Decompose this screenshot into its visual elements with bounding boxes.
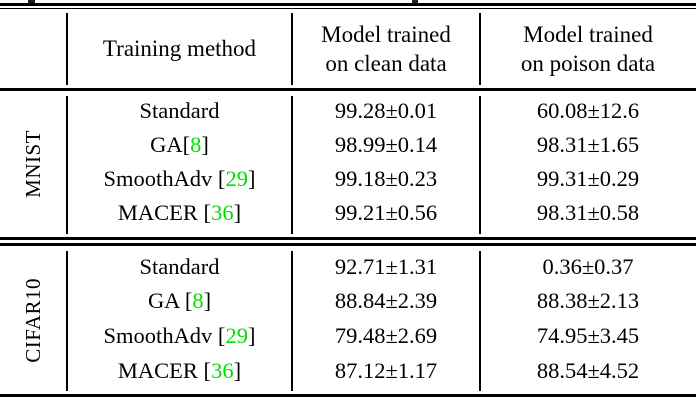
column-divider: [479, 13, 481, 85]
header-bottom-rule: [0, 88, 696, 92]
method-cell: Standard: [67, 97, 292, 125]
column-divider: [66, 13, 68, 85]
method-label: GA[: [150, 132, 191, 158]
clean-accuracy-cell: 99.18±0.23: [334, 166, 438, 192]
method-cell: MACER [36]: [67, 357, 292, 385]
table-row: SmoothAdv [29] 99.18±0.23 99.31±0.29: [67, 165, 696, 193]
method-label: ]: [233, 357, 242, 383]
clean-accuracy-cell: 87.12±1.17: [334, 357, 438, 383]
poison-accuracy-cell: 74.95±3.45: [536, 323, 640, 348]
bottom-rule: [0, 394, 696, 398]
table-header: Training method Model trained on clean d…: [0, 9, 696, 88]
poison-accuracy-cell: 98.31±1.65: [536, 132, 640, 158]
header-poison-data: Model trained on poison data: [480, 9, 696, 88]
method-label: ]: [247, 323, 256, 348]
clean-accuracy-cell: 88.84±2.39: [334, 288, 438, 314]
poison-accuracy-cell: 98.31±0.58: [536, 200, 640, 226]
table-row: MACER [36] 87.12±1.17 88.54±4.52: [67, 357, 696, 385]
group-divider-rule: [0, 243, 696, 246]
method-label: SmoothAdv [: [103, 323, 226, 348]
citation-link[interactable]: 29: [225, 166, 248, 192]
header-training-method: Training method: [67, 9, 292, 88]
column-divider: [66, 250, 68, 391]
header-label-line: Model trained: [523, 21, 653, 47]
citation-link[interactable]: 36: [211, 357, 234, 383]
header-clean-data: Model trained on clean data: [292, 9, 480, 88]
column-divider: [66, 95, 68, 234]
table-row: GA[8] 98.99±0.14 98.31±1.65: [67, 131, 696, 159]
column-divider: [479, 95, 481, 234]
citation-link[interactable]: 36: [211, 200, 234, 226]
clean-accuracy-cell: 98.99±0.14: [334, 132, 438, 158]
clean-accuracy-cell: 99.21±0.56: [334, 200, 438, 226]
header-label-line: Model trained: [321, 21, 451, 47]
method-cell: GA[8]: [67, 131, 292, 159]
column-divider: [479, 250, 481, 391]
table-row: Standard 99.28±0.01 60.08±12.6: [67, 97, 696, 125]
method-label: ]: [247, 166, 256, 192]
method-label: GA [: [147, 288, 193, 314]
mnist-group: MNIST Standard 99.28±0.01 60.08±12.6 GA[…: [0, 92, 696, 237]
method-label: ]: [233, 200, 242, 226]
caption-remnant: [412, 0, 418, 3]
row-group-label-wrap: MNIST: [0, 92, 66, 237]
column-divider: [291, 95, 293, 234]
top-rule-second: [0, 7, 696, 10]
column-divider: [291, 250, 293, 391]
poison-accuracy-cell: 0.36±0.37: [542, 253, 634, 279]
table-row: SmoothAdv [29] 79.48±2.69 74.95±3.45: [67, 322, 696, 350]
poison-accuracy-cell: 99.31±0.29: [536, 166, 640, 192]
caption-remnant: [28, 0, 35, 3]
table-row: Standard 92.71±1.31 0.36±0.37: [67, 253, 696, 281]
method-label: ]: [203, 288, 212, 314]
cifar10-group: CIFAR10 Standard 92.71±1.31 0.36±0.37 GA…: [0, 247, 696, 395]
method-cell: Standard: [67, 253, 292, 281]
poison-accuracy-cell: 60.08±12.6: [536, 98, 640, 124]
method-cell: GA [8]: [67, 287, 292, 315]
clean-accuracy-cell: 79.48±2.69: [334, 323, 438, 348]
column-divider: [291, 13, 293, 85]
row-group-label-wrap: CIFAR10: [0, 247, 66, 395]
clean-accuracy-cell: 92.71±1.31: [334, 253, 438, 279]
citation-link[interactable]: 8: [190, 132, 202, 158]
method-cell: MACER [36]: [67, 199, 292, 227]
citation-link[interactable]: 8: [192, 288, 204, 314]
top-rule: [0, 3, 696, 6]
clean-accuracy-cell: 99.28±0.01: [334, 98, 438, 124]
method-label: MACER [: [117, 200, 212, 226]
group-divider-rule: [0, 236, 696, 240]
table-row: MACER [36] 99.21±0.56 98.31±0.58: [67, 199, 696, 227]
header-label-line: on poison data: [520, 50, 656, 76]
row-group-label-mnist: MNIST: [20, 130, 45, 198]
poison-accuracy-cell: 88.54±4.52: [536, 357, 640, 383]
method-label: ]: [201, 132, 209, 158]
poison-accuracy-cell: 88.38±2.13: [536, 288, 640, 314]
row-group-label-cifar10: CIFAR10: [20, 277, 45, 363]
method-label: Standard: [139, 98, 220, 124]
citation-link[interactable]: 29: [225, 323, 248, 348]
method-label: Standard: [139, 253, 220, 279]
method-label: MACER [: [117, 357, 212, 383]
header-label-line: on clean data: [325, 50, 447, 76]
method-label: SmoothAdv [: [103, 166, 226, 192]
method-cell: SmoothAdv [29]: [67, 165, 292, 193]
method-cell: SmoothAdv [29]: [67, 322, 292, 350]
header-label: Training method: [102, 36, 257, 61]
table-row: GA [8] 88.84±2.39 88.38±2.13: [67, 287, 696, 315]
